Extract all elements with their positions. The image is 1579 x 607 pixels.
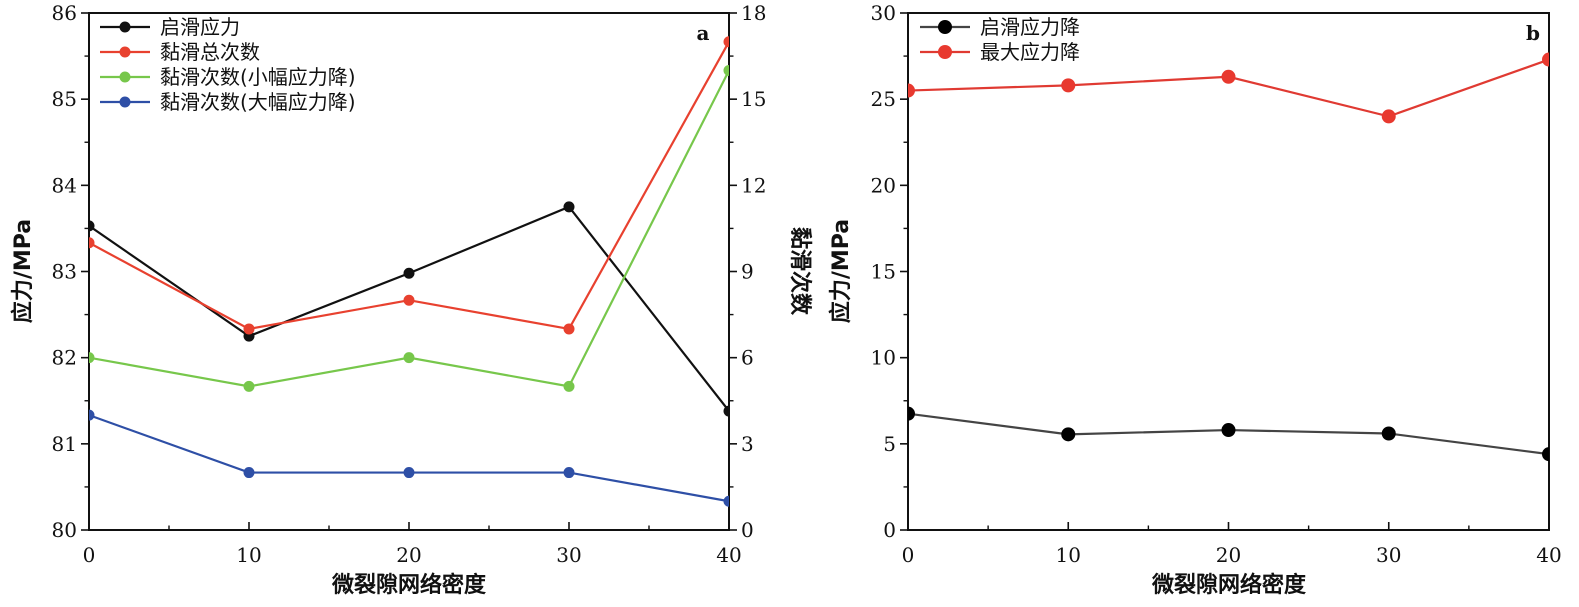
legend-label: 最大应力降: [980, 40, 1080, 64]
legend-label: 黏滑次数(大幅应力降): [160, 90, 356, 114]
data-point: [89, 220, 95, 232]
plot-frame-b: [907, 12, 1550, 531]
legend-swatch-marker: [119, 21, 131, 33]
data-point: [908, 406, 915, 421]
y2-tick-label: 0: [741, 518, 754, 542]
y-tick-label: 15: [871, 260, 896, 284]
x-tick-label: 0: [83, 543, 96, 567]
data-point: [723, 36, 729, 48]
y2-axis-title-a: 黏滑次数: [787, 227, 813, 316]
y-tick-label: 81: [52, 432, 77, 456]
legend-label: 黏滑次数(小幅应力降): [160, 65, 356, 89]
legend-swatch-marker: [119, 71, 131, 83]
data-point: [243, 467, 255, 479]
series-line: [89, 205, 729, 412]
y-axis-title-b: 应力/MPa: [828, 219, 854, 323]
data-point: [908, 83, 915, 98]
data-point: [1381, 109, 1396, 124]
y-tick-label: 20: [871, 173, 896, 197]
legend-label: 启滑应力降: [980, 15, 1080, 39]
y-tick-label: 86: [52, 1, 77, 25]
data-point: [1061, 427, 1076, 442]
data-point: [89, 237, 95, 249]
y-tick-label: 85: [52, 87, 77, 111]
data-point: [723, 495, 729, 507]
y-tick-label: 25: [871, 87, 896, 111]
legend-label: 黏滑总次数: [160, 40, 260, 64]
y-tick-label: 82: [52, 346, 77, 370]
data-point: [403, 467, 415, 479]
panel-letter-a: a: [697, 21, 710, 45]
x-tick-label: 0: [902, 543, 915, 567]
series-line: [908, 58, 1549, 118]
data-point: [563, 467, 575, 479]
data-point: [1221, 69, 1236, 84]
series-line: [89, 414, 729, 503]
series-clip: [908, 52, 1549, 462]
y2-tick-label: 3: [741, 432, 754, 456]
y-tick-label: 10: [871, 346, 896, 370]
data-point: [1381, 426, 1396, 441]
y-tick-label: 0: [883, 518, 896, 542]
data-point: [89, 409, 95, 421]
x-axis-title-a: 微裂隙网络密度: [331, 572, 487, 598]
legend-swatch-marker: [938, 45, 952, 59]
series-clip: [89, 36, 729, 507]
y2-tick-label: 6: [741, 346, 754, 370]
y-axis-title-a: 应力/MPa: [10, 219, 36, 323]
legend-swatch-marker: [119, 96, 131, 108]
tick-group-b: 0 10 20 30 40 0 5 10 15 20 25 30: [871, 1, 1562, 567]
panel-letter-b: b: [1526, 21, 1540, 45]
x-tick-label: 40: [716, 543, 741, 567]
data-point: [563, 323, 575, 335]
data-point: [89, 352, 95, 364]
x-tick-label: 20: [1216, 543, 1241, 567]
x-tick-label: 10: [236, 543, 261, 567]
data-point: [723, 405, 729, 417]
y-tick-label: 30: [871, 1, 896, 25]
data-point: [403, 267, 415, 279]
x-tick-label: 30: [556, 543, 581, 567]
x-tick-label: 20: [396, 543, 421, 567]
x-tick-label: 10: [1056, 543, 1081, 567]
series-line: [89, 69, 729, 388]
y2-tick-label: 9: [741, 260, 754, 284]
y2-tick-label: 18: [741, 1, 766, 25]
data-point: [1221, 423, 1236, 438]
x-axis-title-b: 微裂隙网络密度: [1151, 572, 1307, 598]
data-point: [243, 323, 255, 335]
data-point: [1542, 52, 1549, 67]
tick-group-a: 0 10 20 30 40 80 81 82 83 84 85 86 0 3 6 9 12 15 18: [52, 1, 767, 567]
y2-tick-label: 15: [741, 87, 766, 111]
data-point: [1542, 447, 1549, 462]
data-point: [403, 352, 415, 364]
y-tick-label: 80: [52, 518, 77, 542]
data-point: [1061, 78, 1076, 93]
data-point: [563, 380, 575, 392]
x-tick-label: 30: [1376, 543, 1401, 567]
y-tick-label: 83: [52, 260, 77, 284]
series-group-a: [89, 36, 729, 507]
data-point: [563, 201, 575, 213]
legend-swatch-marker: [119, 46, 131, 58]
x-tick-label: 40: [1536, 543, 1561, 567]
legend-label: 启滑应力: [160, 15, 240, 39]
data-point: [723, 64, 729, 76]
data-point: [403, 294, 415, 306]
y-tick-label: 84: [52, 173, 77, 197]
legend-swatch-marker: [938, 20, 952, 34]
series-group-b: [908, 52, 1549, 462]
y-tick-label: 5: [883, 432, 896, 456]
data-point: [243, 380, 255, 392]
y2-tick-label: 12: [741, 173, 766, 197]
